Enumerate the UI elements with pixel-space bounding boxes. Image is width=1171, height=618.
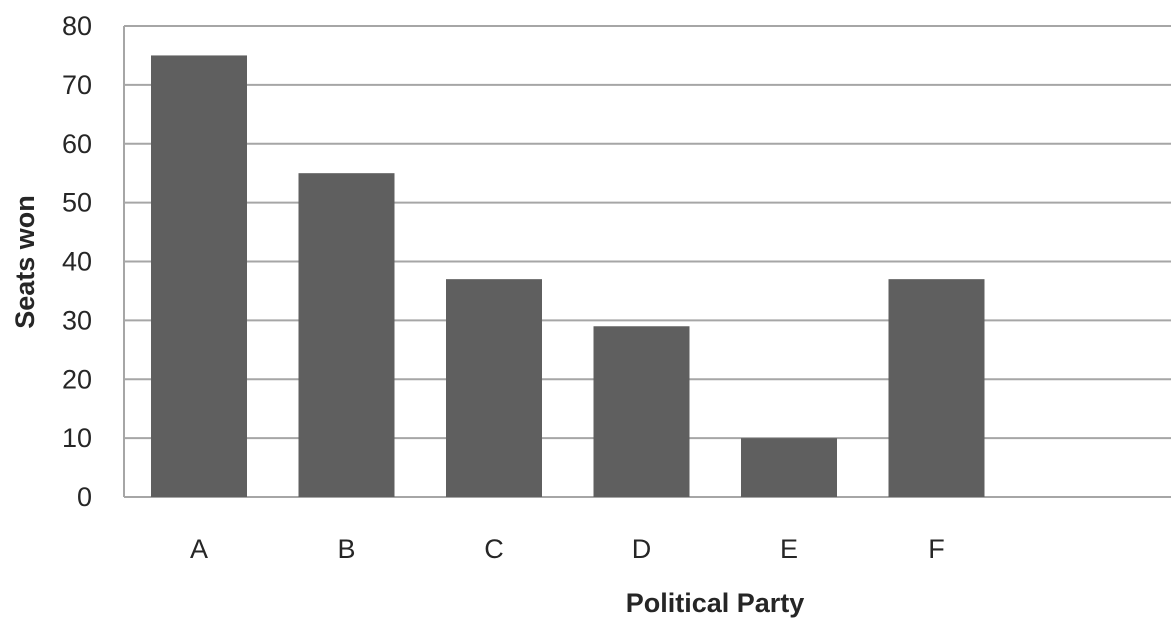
bar-F: [888, 279, 985, 497]
bar-A: [151, 55, 247, 497]
y-tick-label-70: 70: [62, 70, 92, 100]
y-tick-label-10: 10: [62, 423, 92, 453]
x-tick-label-D: D: [632, 534, 652, 564]
y-tick-label-0: 0: [77, 482, 92, 512]
x-tick-label-A: A: [190, 534, 208, 564]
y-tick-label-40: 40: [62, 247, 92, 277]
bar-B: [298, 173, 395, 497]
y-tick-label-30: 30: [62, 305, 92, 335]
bar-D: [593, 326, 690, 497]
x-axis-title: Political Party: [626, 588, 805, 618]
y-axis-title: Seats won: [10, 195, 40, 329]
bar-E: [741, 438, 837, 497]
x-tick-label-C: C: [484, 534, 504, 564]
bars: [151, 55, 985, 497]
y-tick-label-80: 80: [62, 11, 92, 41]
y-tick-label-20: 20: [62, 364, 92, 394]
x-tick-label-F: F: [928, 534, 945, 564]
x-axis-ticks: A B C D E F: [190, 534, 945, 564]
bar-C: [446, 279, 542, 497]
y-axis-ticks: 0 10 20 30 40 50 60 70 80: [62, 11, 92, 512]
y-tick-label-50: 50: [62, 188, 92, 218]
x-tick-label-B: B: [337, 534, 355, 564]
x-tick-label-E: E: [780, 534, 798, 564]
y-tick-label-60: 60: [62, 129, 92, 159]
